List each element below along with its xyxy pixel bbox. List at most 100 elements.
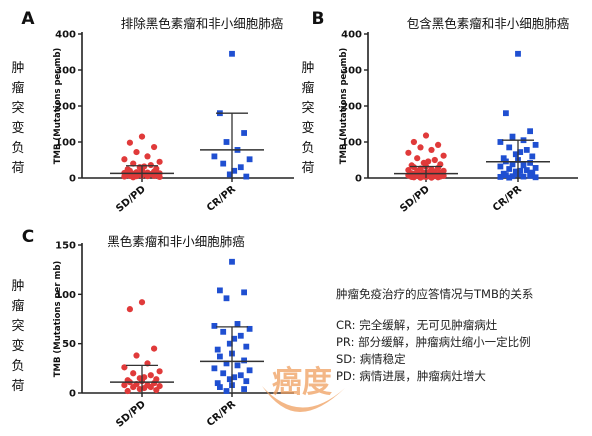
data-point-sdpd: [121, 382, 128, 389]
legend-title: 肿瘤免疫治疗的应答情况与TMB的关系: [336, 287, 534, 301]
legend-row-sd: SD: 病情稳定: [336, 351, 586, 368]
y-axis-label-cn-char: 负: [11, 141, 24, 156]
data-point-crpr: [229, 258, 235, 265]
legend-key: CR:: [336, 318, 356, 332]
data-point-crpr: [512, 151, 519, 158]
data-point-crpr: [243, 173, 250, 180]
data-point-crpr: [532, 174, 539, 181]
data-point-crpr: [243, 343, 250, 350]
x-tick-label: CR/PR: [205, 399, 238, 429]
legend-row-pr: PR: 部分缓解，肿瘤病灶缩小一定比例: [336, 334, 586, 351]
data-point-crpr: [234, 362, 241, 369]
y-tick-label: 50: [62, 339, 76, 350]
data-point-crpr: [220, 328, 227, 335]
data-point-crpr: [226, 376, 233, 383]
data-point-crpr: [246, 156, 253, 163]
data-point-sdpd: [410, 174, 417, 181]
x-tick-label: CR/PR: [205, 184, 238, 214]
data-point-crpr: [241, 130, 247, 136]
y-axis-label-cn-char: 变: [11, 338, 24, 354]
legend-key: SD:: [336, 352, 357, 366]
y-tick-label: 100: [55, 138, 76, 149]
y-tick-label: 0: [69, 174, 76, 185]
data-point-sdpd: [417, 174, 424, 181]
data-point-sdpd: [144, 153, 151, 160]
data-point-sdpd: [428, 174, 435, 181]
data-point-crpr: [532, 165, 539, 171]
data-point-sdpd: [151, 143, 158, 151]
data-point-sdpd: [138, 299, 146, 306]
data-point-sdpd: [422, 132, 430, 139]
data-point-crpr: [509, 161, 516, 168]
y-axis-label-cn-char: 荷: [11, 161, 24, 176]
data-point-sdpd: [133, 352, 140, 359]
data-point-crpr: [527, 128, 533, 135]
data-point-sdpd: [124, 387, 131, 395]
legend-text: 部分缓解，肿瘤病灶缩小一定比例: [358, 335, 531, 349]
data-point-sdpd: [153, 386, 160, 394]
data-point-crpr: [241, 357, 247, 364]
data-point-crpr: [220, 370, 227, 377]
watermark-swoosh: [262, 386, 345, 412]
y-tick-label: 400: [55, 30, 76, 41]
data-point-sdpd: [435, 141, 442, 148]
data-point-crpr: [211, 365, 218, 372]
data-point-crpr: [229, 50, 235, 57]
legend-key: PR:: [336, 335, 355, 349]
y-axis-label-cn-char: 肿: [11, 61, 24, 76]
data-point-crpr: [517, 149, 524, 155]
panel-letter: C: [22, 227, 34, 247]
x-tick-label: CR/PR: [491, 184, 524, 214]
y-axis-label-cn-char: 瘤: [11, 80, 24, 96]
data-point-crpr: [217, 384, 223, 390]
legend-row-pd: PD: 病情进展，肿瘤病灶增大: [336, 368, 586, 385]
data-point-sdpd: [156, 368, 163, 375]
y-axis-label-cn-char: 突: [301, 100, 314, 116]
y-tick-label: 300: [341, 66, 362, 77]
data-point-crpr: [237, 332, 244, 339]
y-axis-label-cn-char: 瘤: [301, 80, 314, 96]
data-point-sdpd: [410, 138, 417, 146]
panel-letter: B: [312, 9, 325, 29]
y-axis-label-cn-char: 变: [11, 120, 24, 136]
data-point-crpr: [523, 167, 530, 173]
legend-text: 完全缓解，无可见肿瘤病灶: [359, 318, 498, 332]
data-point-crpr: [517, 167, 524, 174]
data-point-sdpd: [121, 364, 128, 371]
data-point-sdpd: [440, 152, 447, 159]
y-axis-label-cn-char: 突: [11, 318, 24, 334]
data-point-crpr: [529, 153, 536, 160]
chart-title: 包含黑色素瘤和非小细胞肺癌: [407, 16, 570, 31]
data-point-crpr: [529, 169, 536, 176]
y-axis-label-cn-char: 负: [301, 141, 314, 156]
watermark-text: 癌度: [272, 365, 332, 400]
data-point-sdpd: [121, 173, 128, 180]
x-tick-label: SD/PD: [114, 399, 148, 430]
data-point-sdpd: [431, 156, 438, 164]
y-axis-label-cn-char: 变: [301, 120, 314, 136]
data-point-sdpd: [130, 383, 137, 391]
y-axis-label-en: TMB (Mutations per mb): [339, 48, 349, 165]
data-point-sdpd: [144, 173, 151, 180]
data-point-crpr: [223, 139, 230, 145]
data-point-crpr: [223, 295, 230, 302]
y-tick-label: 100: [55, 290, 76, 301]
data-point-crpr: [211, 323, 218, 329]
data-point-sdpd: [405, 149, 412, 156]
data-point-crpr: [226, 340, 233, 347]
data-point-crpr: [523, 147, 530, 153]
legend-text: 病情稳定: [359, 352, 406, 366]
data-point-crpr: [527, 172, 533, 179]
data-point-crpr: [214, 380, 221, 387]
data-point-crpr: [237, 372, 244, 379]
data-point-crpr: [246, 367, 253, 374]
data-point-crpr: [241, 289, 247, 296]
data-point-crpr: [237, 164, 244, 171]
y-axis-label-cn-char: 肿: [301, 61, 314, 76]
y-axis-label-cn-char: 瘤: [11, 298, 24, 314]
data-point-crpr: [223, 388, 230, 394]
data-point-sdpd: [126, 139, 133, 146]
data-point-sdpd: [428, 146, 435, 154]
